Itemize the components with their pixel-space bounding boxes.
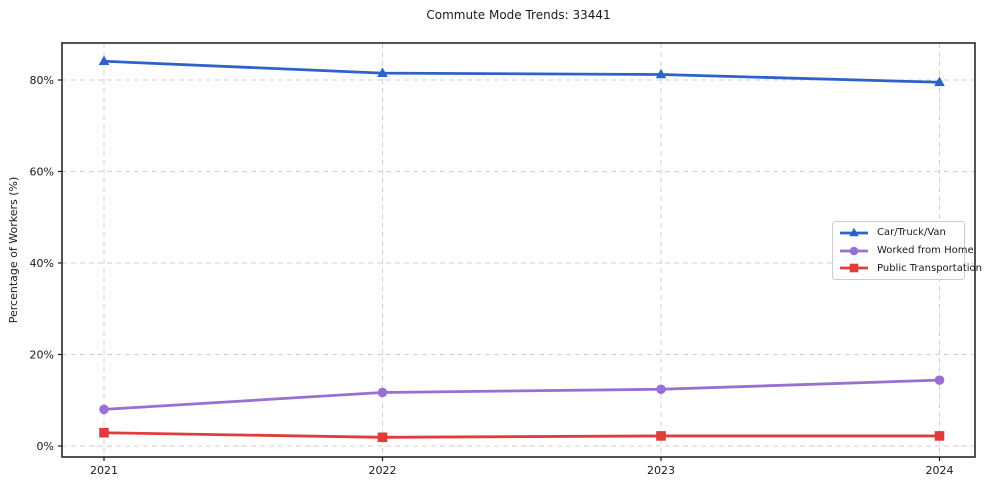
legend-label: Worked from Home	[877, 245, 974, 256]
series-worked-from-home	[99, 375, 945, 415]
legend-item-car-truck-van: Car/Truck/Van	[839, 226, 964, 240]
y-tick-label: 40%	[30, 257, 54, 270]
x-tick-label: 2021	[90, 464, 118, 477]
y-tick-label: 20%	[30, 349, 54, 362]
y-tick-label: 0%	[37, 440, 54, 453]
legend-swatch-triangle-icon	[839, 227, 869, 239]
legend-swatch-square-icon	[839, 262, 869, 274]
legend-label: Car/Truck/Van	[877, 227, 946, 239]
legend-label: Public Transportation	[877, 262, 982, 274]
series-car-truck-van	[98, 55, 945, 87]
data-series	[98, 55, 945, 443]
chart-title: Commute Mode Trends: 33441	[426, 8, 611, 22]
y-tick-label: 60%	[30, 166, 54, 179]
x-tick-label: 2022	[369, 464, 397, 477]
tick-labels: 0% 20% 40% 60% 80% 2021 2022 2023 2024	[30, 74, 954, 477]
legend-swatch-circle-icon	[839, 245, 869, 257]
x-tick-label: 2023	[647, 464, 675, 477]
y-tick-label: 80%	[30, 74, 54, 87]
legend: Car/Truck/Van Worked from Home Public Tr…	[832, 221, 982, 280]
x-tick-label: 2024	[926, 464, 954, 477]
legend-item-public-transportation: Public Transportation	[839, 261, 982, 275]
axes	[58, 42, 976, 461]
series-public-transportation	[99, 427, 945, 443]
legend-item-worked-from-home: Worked from Home	[839, 244, 974, 258]
